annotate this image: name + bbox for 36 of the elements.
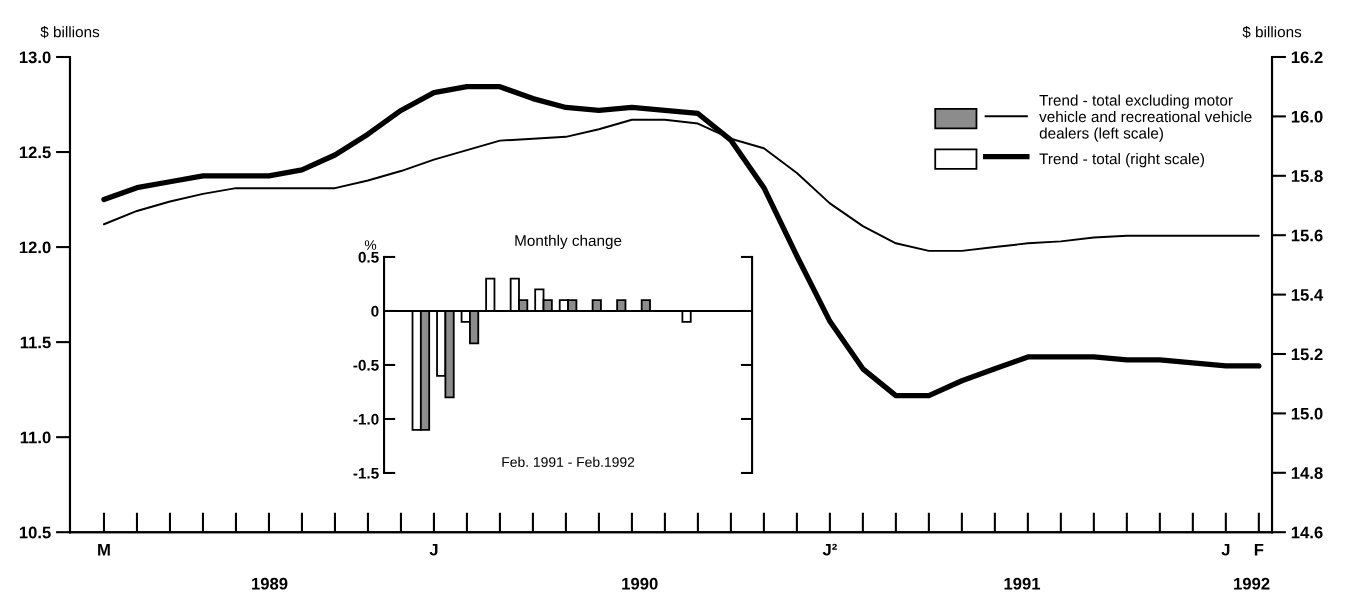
y2-tick-label: 15.2 <box>1291 348 1323 361</box>
y2-tick-label: 15.6 <box>1291 229 1323 242</box>
y-tick-label: 11.0 <box>20 431 51 444</box>
chart-title: Monthly change <box>515 234 622 250</box>
y2-tick-label: 15.0 <box>1291 407 1323 420</box>
y-tick-label: 10.5 <box>19 526 51 539</box>
y2-tick-label: 14.8 <box>1291 467 1323 479</box>
legend-label: Trend - total (right scale) <box>1039 153 1205 168</box>
x-tick-label: J² <box>822 543 837 556</box>
x-tick-label: F <box>1254 543 1264 556</box>
x-tick-label: M <box>98 543 110 556</box>
text: 1991 <box>1004 577 1041 590</box>
y-tick-label: 13.0 <box>19 51 51 64</box>
y2-tick-label: 15.4 <box>1291 289 1324 301</box>
y2-axis-title: $ billions <box>1242 25 1302 39</box>
x-tick-label: J <box>429 543 438 556</box>
y2-tick-label: 15.8 <box>1291 170 1323 182</box>
y2-tick-label: 14.6 <box>1291 526 1323 539</box>
annotation: Feb. 1991 - Feb.1992 <box>502 456 635 467</box>
y-tick-label: -0.5 <box>353 359 379 371</box>
x-tick-label: J <box>1221 543 1230 556</box>
text: 1992 <box>1234 577 1270 590</box>
legend-label: Trend - total excluding motor vehicle and recreational vehicle dealers (left scale) <box>1039 94 1252 142</box>
y-axis-title: % <box>364 240 377 250</box>
y2-tick-label: 16.0 <box>1291 110 1323 123</box>
y-tick-label: 12.5 <box>19 146 51 159</box>
y-tick-label: -1.5 <box>353 468 379 479</box>
y-tick-label: 0 <box>371 305 379 317</box>
y-axis-title: $ billions <box>40 25 100 39</box>
y2-tick-label: 16.2 <box>1291 51 1323 64</box>
y-tick-label: -1.0 <box>353 413 379 425</box>
text: 1989 <box>252 577 288 590</box>
text: 1990 <box>622 577 658 590</box>
y-tick-label: 0.5 <box>358 251 379 263</box>
y-tick-label: 12.0 <box>19 241 51 254</box>
y-tick-label: 11.5 <box>20 336 51 349</box>
